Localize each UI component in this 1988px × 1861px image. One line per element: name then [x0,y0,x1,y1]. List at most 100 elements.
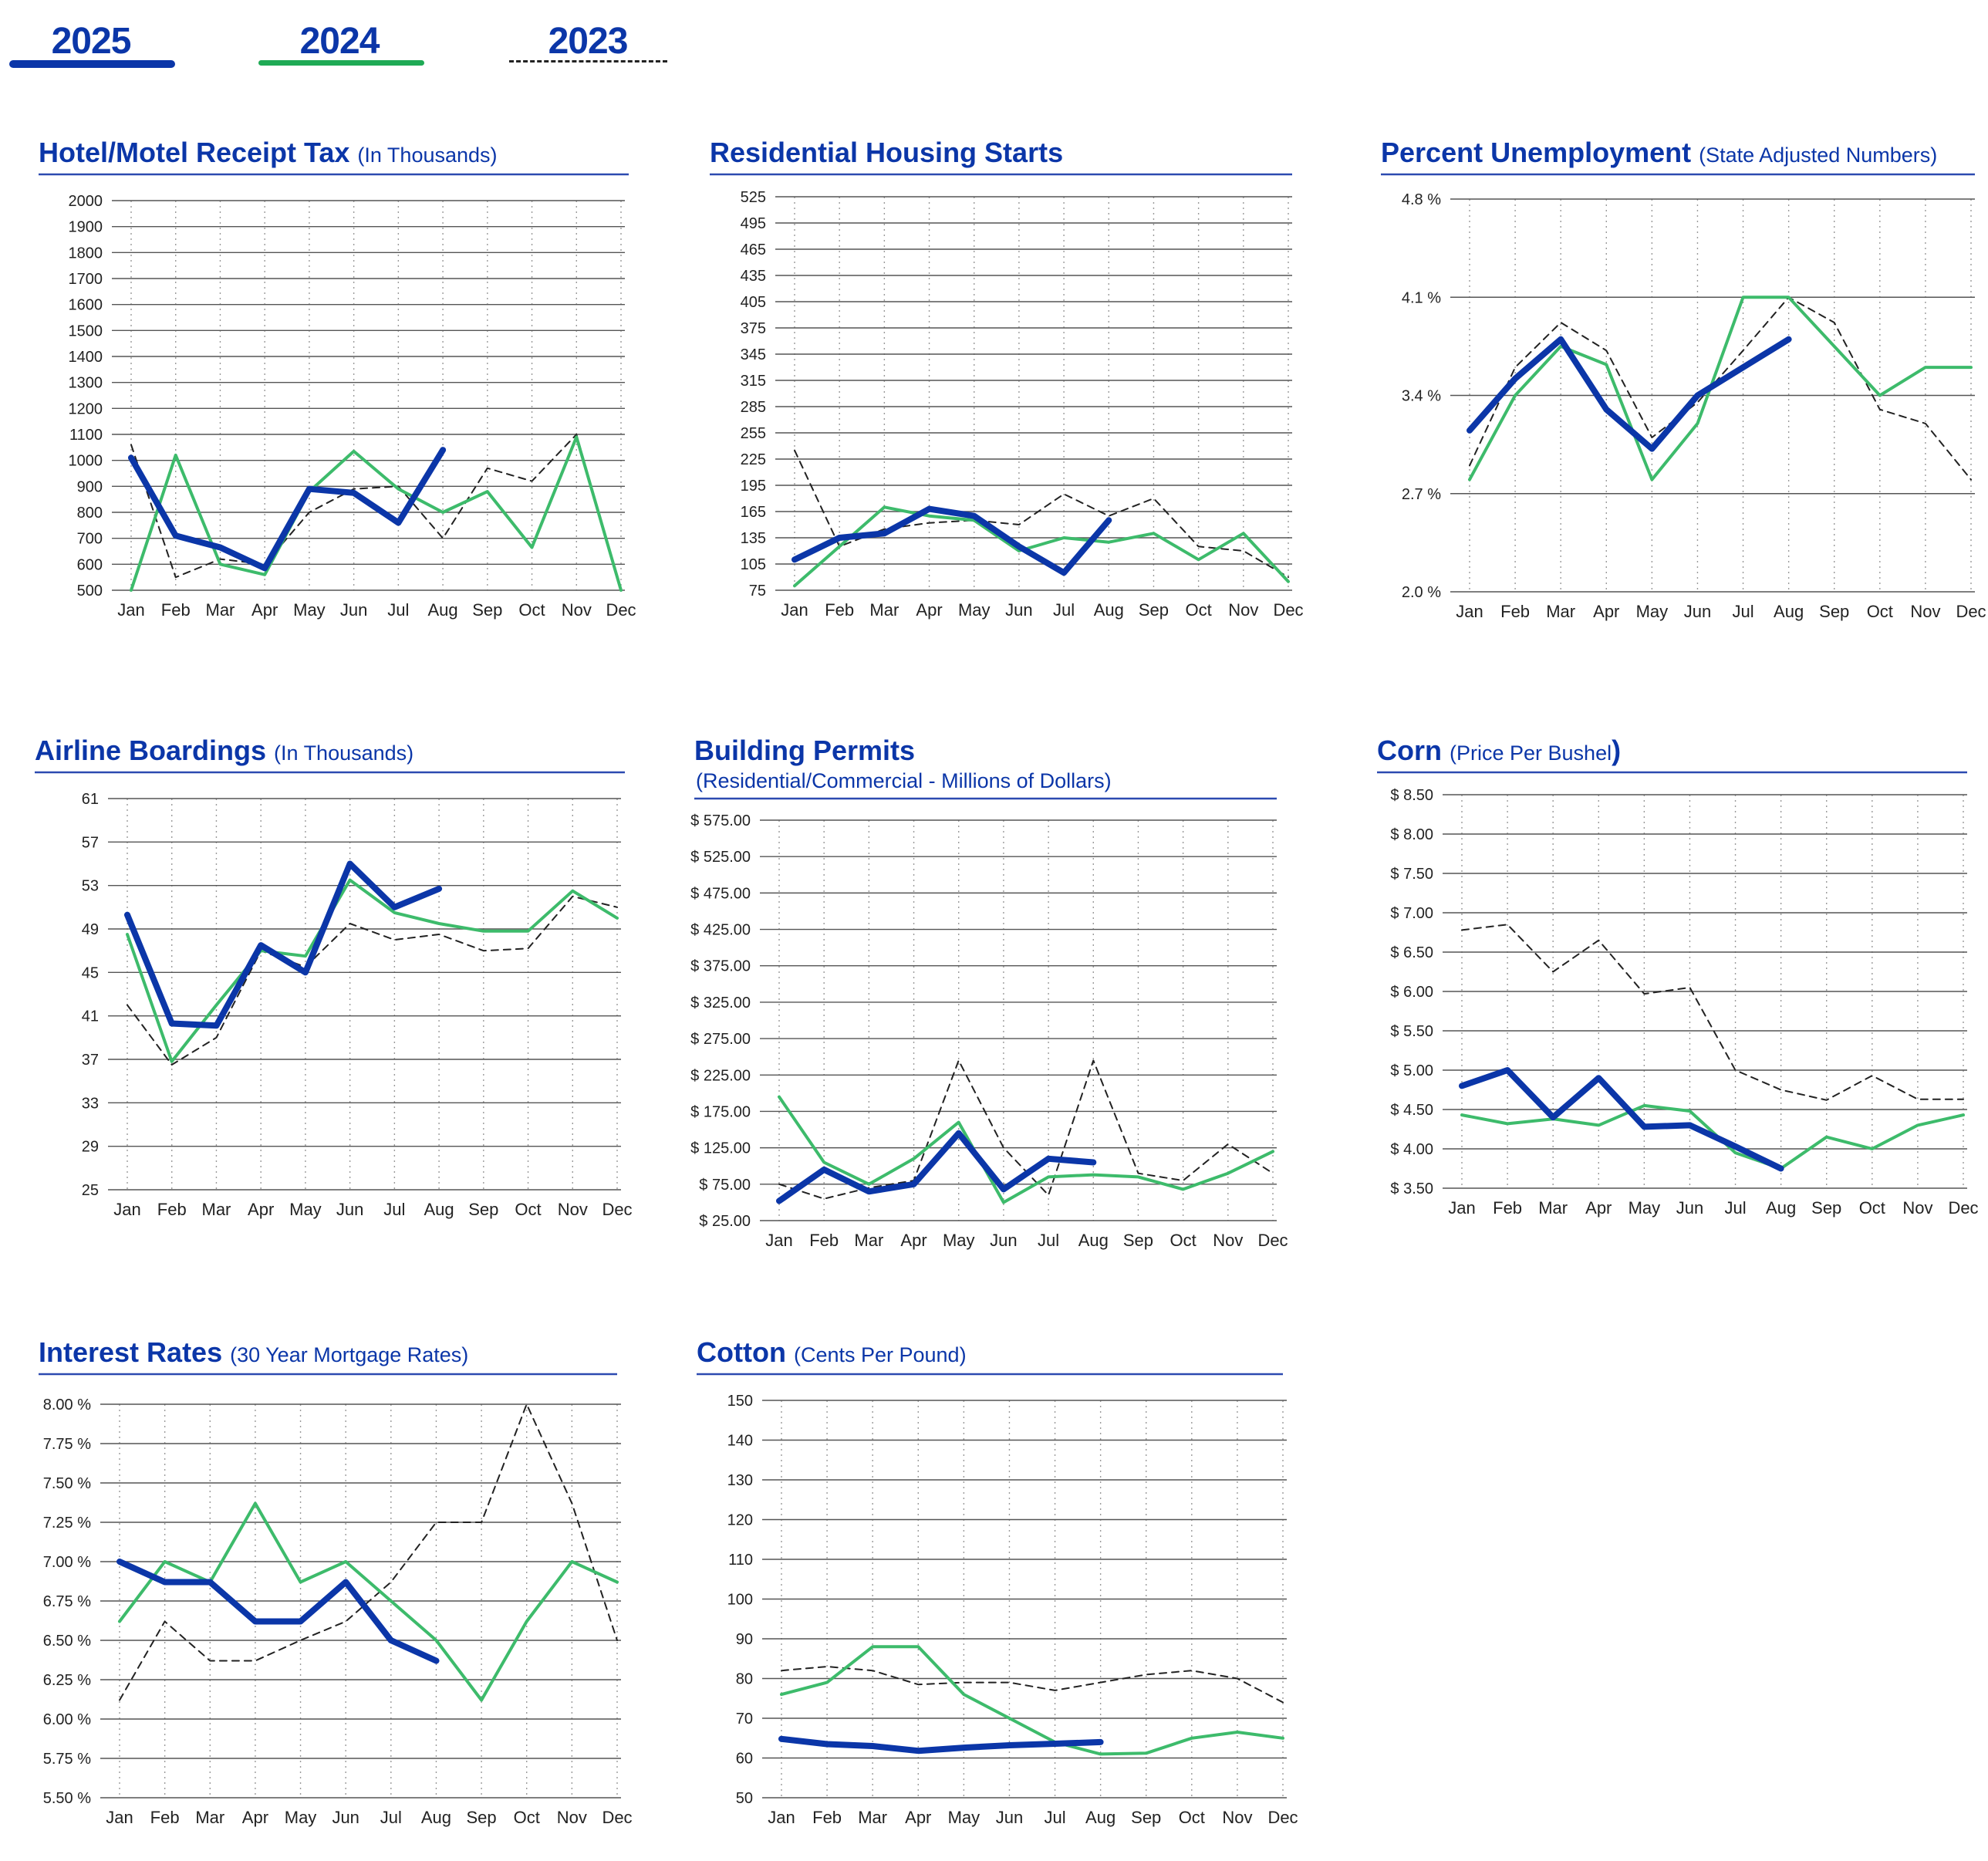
y-tick-label: 60 [736,1751,753,1768]
chart-title: Airline Boardings (In Thousands) [35,735,413,766]
chart-title: Corn (Price Per Bushel) [1377,735,1621,766]
y-tick-label: $ 8.00 [1390,826,1433,843]
chart-title: Building Permits [694,735,915,766]
y-tick-label: 1100 [69,427,103,444]
x-tick-label: Jun [1684,602,1711,621]
x-tick-label: Aug [1094,600,1124,620]
y-tick-label: 800 [77,505,103,522]
x-tick-label: Jan [117,600,144,620]
x-tick-label: Mar [195,1808,224,1827]
x-tick-label: Nov [558,1200,588,1219]
x-tick-label: Dec [1257,1231,1288,1250]
y-tick-label: 900 [77,478,103,495]
x-tick-label: Dec [1956,602,1986,621]
x-tick-label: Apr [905,1808,931,1827]
x-tick-label: Mar [869,600,899,620]
y-tick-label: 1000 [69,453,103,470]
y-tick-label: 140 [727,1433,753,1450]
y-tick-label: $ 25.00 [699,1213,751,1230]
y-tick-label: 7.75 % [43,1436,91,1453]
y-tick-label: 45 [82,964,99,981]
x-tick-label: Oct [1179,1808,1205,1827]
x-tick-label: Apr [248,1200,274,1219]
y-tick-label: 500 [77,583,103,600]
series-line-2025 [124,860,443,1029]
y-tick-label: $ 475.00 [690,885,751,902]
x-tick-label: Jul [1732,602,1753,621]
y-tick-label: 255 [741,425,766,442]
legend-label-2023: 2023 [548,21,629,62]
x-tick-label: Nov [1910,602,1940,621]
legend-item-2025: 2025 [6,20,176,62]
x-tick-label: Apr [900,1231,926,1250]
chart-title-main: Percent Unemployment [1381,137,1691,168]
chart-title: Percent Unemployment (State Adjusted Numb… [1381,137,1937,168]
chart-subtitle: (State Adjusted Numbers) [1699,144,1937,167]
chart-title: Cotton (Cents Per Pound) [697,1336,967,1368]
x-tick-label: Apr [916,600,942,620]
chart-0: Hotel/Motel Receipt Tax (In Thousands) 500… [39,137,636,620]
y-tick-label: $ 275.00 [690,1031,751,1048]
y-tick-label: $ 3.50 [1390,1180,1433,1197]
x-tick-label: May [1629,1198,1661,1218]
x-tick-label: Jan [765,1231,792,1250]
y-tick-label: 495 [741,215,766,232]
series-line-2024 [1460,1103,1965,1170]
y-tick-label: 61 [82,791,99,808]
x-tick-label: Sep [1819,602,1849,621]
x-tick-label: Nov [557,1808,587,1827]
series-line-2024 [126,878,619,1063]
chart-2: Percent Unemployment (State Adjusted Numb… [1381,137,1986,621]
y-tick-label: 1800 [69,245,103,262]
y-tick-label: 1200 [69,400,103,417]
x-tick-label: Sep [1131,1808,1161,1827]
y-tick-label: $ 4.00 [1390,1141,1433,1158]
x-tick-label: Oct [1859,1198,1885,1218]
x-tick-label: May [943,1231,975,1250]
chart-3: Airline Boardings (In Thousands) 25 29 33 37 4… [35,735,633,1219]
series-line-2025 [128,447,447,572]
y-tick-label: 25 [82,1182,99,1199]
y-tick-label: $ 425.00 [690,922,751,939]
chart-title-main: Residential Housing Starts [710,137,1063,168]
x-tick-label: Jun [990,1231,1017,1250]
y-tick-label: 465 [741,241,766,258]
x-tick-label: Sep [467,1808,497,1827]
x-tick-label: Apr [251,600,278,620]
y-tick-label: 37 [82,1052,99,1069]
chart-subtitle: (Price Per Bushel [1450,741,1612,765]
x-tick-label: Sep [472,600,502,620]
x-tick-label: Apr [242,1808,268,1827]
x-tick-label: Oct [518,600,545,620]
y-tick-label: 7.50 % [43,1475,91,1492]
x-tick-label: Dec [1267,1808,1298,1827]
x-tick-label: Jun [336,1200,363,1219]
x-tick-label: Nov [1902,1198,1932,1218]
x-tick-label: May [948,1808,980,1827]
y-tick-label: 49 [82,921,99,938]
x-tick-label: Jan [781,600,808,620]
x-tick-label: Oct [1170,1231,1197,1250]
x-tick-label: Aug [1085,1808,1116,1827]
x-tick-label: Sep [1811,1198,1841,1218]
y-tick-label: $ 375.00 [690,958,751,975]
chart-title-main: Interest Rates [39,1336,222,1368]
chart-title: Residential Housing Starts [710,137,1063,168]
x-tick-label: Jul [1724,1198,1746,1218]
y-tick-label: 1500 [69,323,103,339]
x-tick-label: May [1636,602,1669,621]
x-tick-label: Jan [768,1808,795,1827]
y-tick-label: 2000 [69,193,103,210]
y-tick-label: 100 [727,1592,753,1609]
x-tick-label: Mar [1538,1198,1568,1218]
chart-title-main: Cotton [697,1336,786,1368]
chart-1: Residential Housing Starts 75 105 135 165 195… [710,137,1304,620]
x-tick-label: Mar [206,600,235,620]
y-tick-label: $ 4.50 [1390,1102,1433,1119]
x-tick-label: Oct [1186,600,1212,620]
x-tick-label: Jul [387,600,409,620]
y-tick-label: 375 [741,320,766,337]
y-tick-label: 165 [741,504,766,521]
chart-4: Building Permits (Residential/Commercial … [690,735,1288,1250]
x-tick-label: Jan [1456,602,1483,621]
